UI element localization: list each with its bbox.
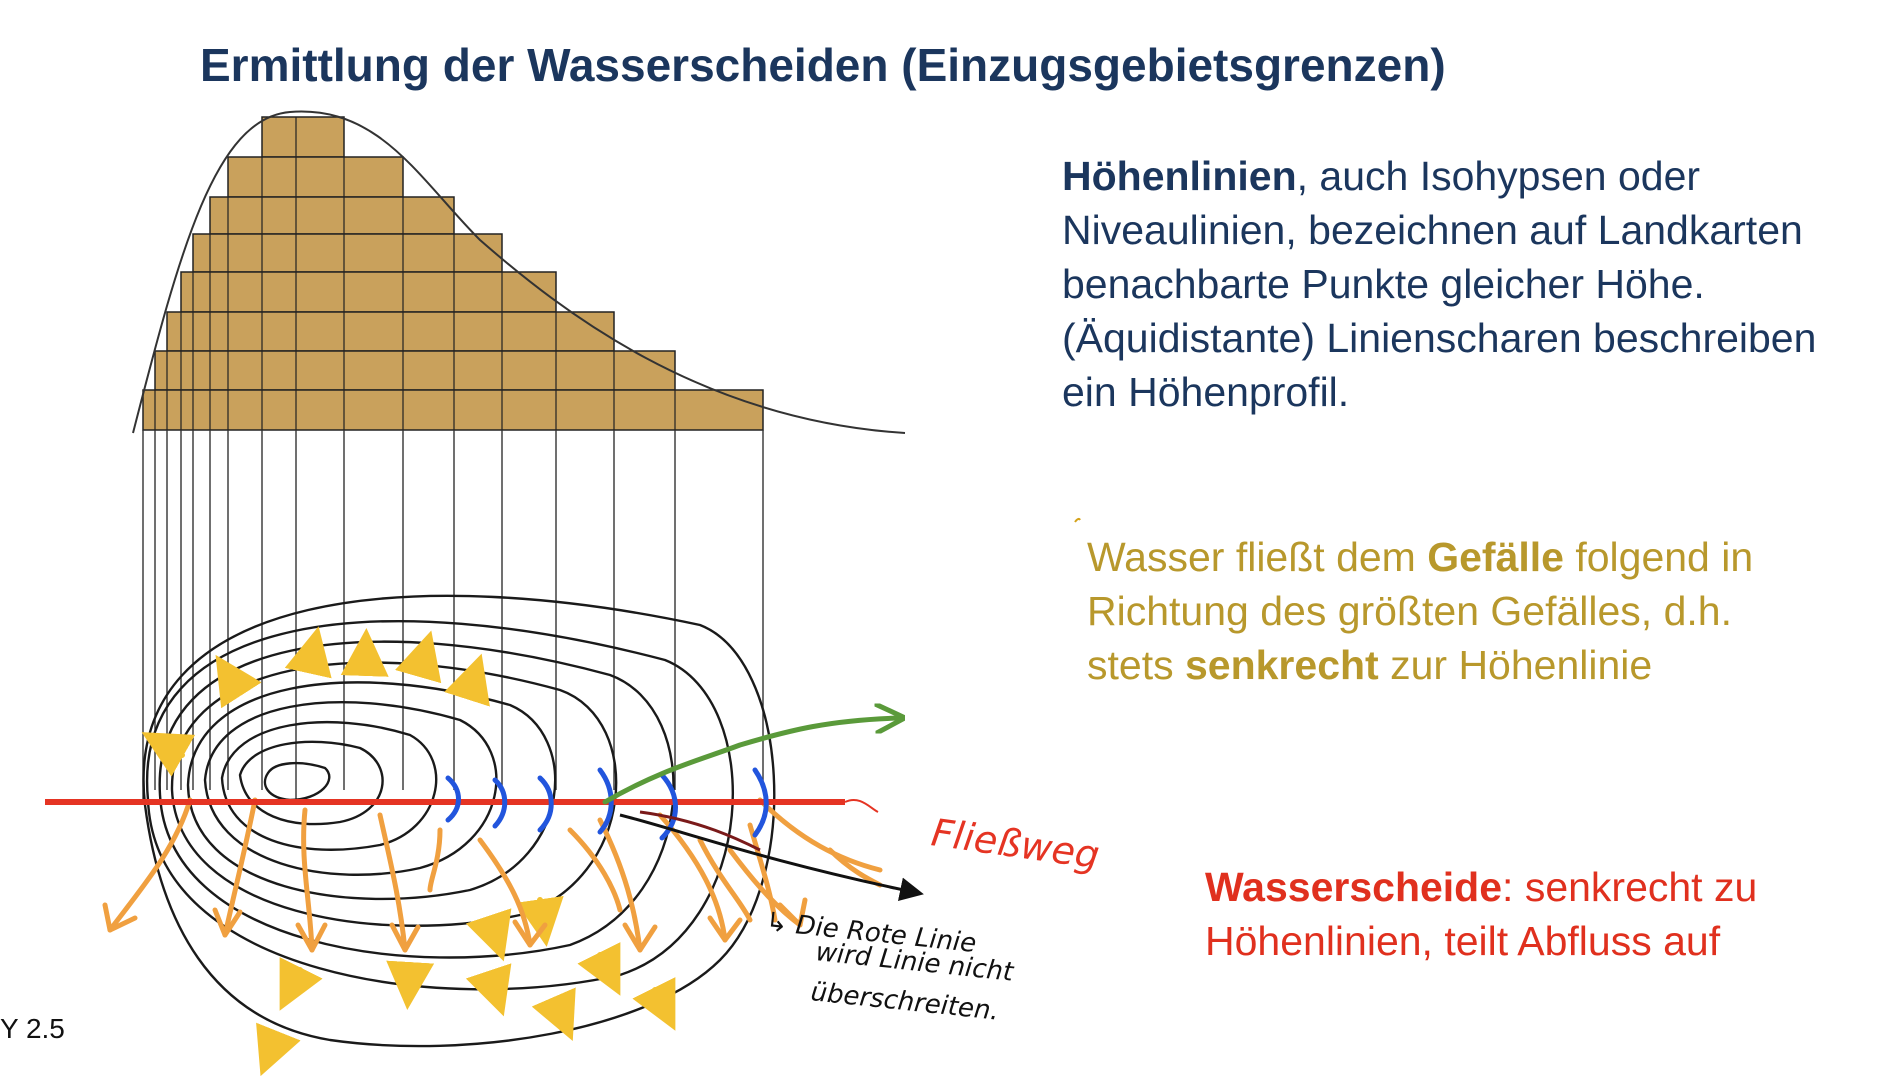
height-profile-bars [142,116,764,431]
gefaelle-text: Wasser fließt dem Gefälle folgend in Ric… [1087,530,1753,692]
profile-layer-8 [261,116,345,158]
contour-line [145,620,734,991]
handnote-line-3: überschreiten. [809,977,1000,1027]
green-flow-path [602,718,900,805]
gefaelle-line-1-post: folgend in [1563,534,1754,580]
hoehenlinien-line-3: benachbarte Punkte gleicher Höhe. [1062,261,1705,307]
gefaelle-line-2: Richtung des größten Gefälles, d.h. [1087,588,1732,634]
blue-contour-marks [445,767,769,841]
annotation-arrow [619,813,924,902]
orange-flow-strokes [102,797,883,953]
hoehenlinien-text: Höhenlinien, auch Isohypsen oder Niveaul… [1062,149,1816,419]
profile-curve [132,110,906,434]
wasserscheide-line-1: : senkrecht zu [1502,864,1758,910]
profile-layer-7 [227,156,404,198]
hoehenlinien-line-4: (Äquidistante) Linienscharen beschreiben [1062,315,1817,361]
profile-layer-4 [180,271,557,313]
watershed-line-end [844,799,879,813]
gefaelle-line-1-pre: Wasser fließt dem [1087,534,1428,580]
profile-layer-6 [209,196,455,235]
hoehenlinien-line-2: Niveaulinien, bezeichnen auf Landkarten [1062,207,1803,253]
contour-line [220,721,438,851]
wasserscheide-text: Wasserscheide: senkrecht zu Höhenlinien,… [1205,860,1757,968]
contour-line [142,594,776,1048]
projection-lines [142,430,764,800]
hoehenlinien-term: Höhenlinien [1062,153,1297,199]
wasserscheide-term: Wasserscheide [1205,864,1503,910]
profile-layer-3 [166,311,615,352]
contour-line [170,661,618,927]
gefaelle-line-3-pre: stets [1087,642,1185,688]
gefaelle-line-3-post: zur Höhenlinie [1378,642,1653,688]
profile-layer-5 [192,233,503,273]
profile-layer-1 [142,389,764,431]
annotation-arrow [639,810,761,852]
page-title: Ermittlung der Wasserscheiden (Einzugsge… [200,39,1446,91]
fliessweg-label: Fließweg [929,810,1102,877]
contour-line [238,740,384,826]
profile-grid [154,117,676,430]
pencil-mark [1074,517,1081,523]
profile-layer-2 [154,350,676,391]
senkrecht-term: senkrecht [1184,642,1379,688]
contour-line [186,681,557,901]
contour-line [263,761,331,802]
contour-line [203,701,498,876]
wasserscheide-line-2: Höhenlinien, teilt Abfluss auf [1205,918,1721,964]
hoehenlinien-line-1: , auch Isohypsen oder [1296,153,1701,199]
slide-reference: Y 2.5 [0,1013,65,1044]
hoehenlinien-line-5: ein Höhenprofil. [1062,369,1350,415]
gefaelle-term: Gefälle [1427,534,1564,580]
yellow-flow-arrows [141,626,676,1077]
